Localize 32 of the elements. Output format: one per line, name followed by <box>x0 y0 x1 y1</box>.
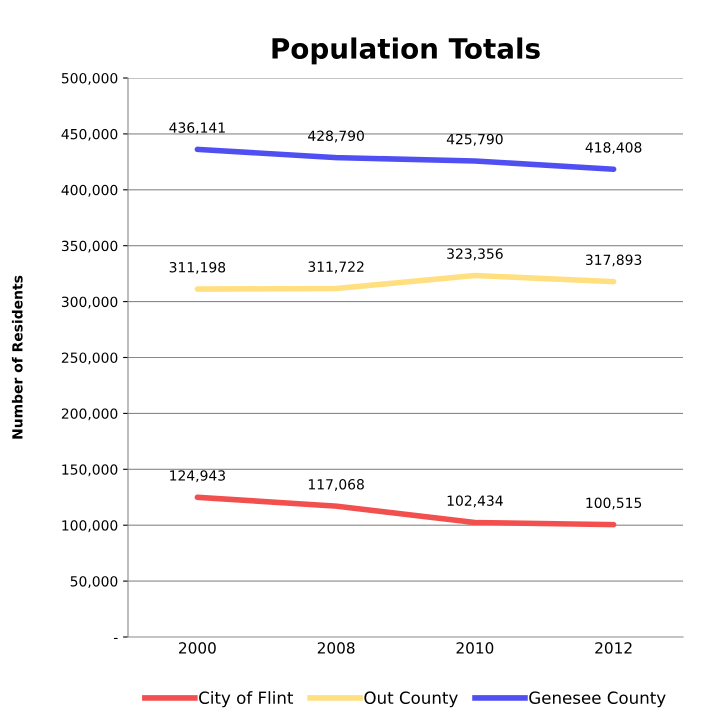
data-label: 100,515 <box>586 498 642 510</box>
x-tick-label: 2000 <box>179 642 216 654</box>
y-axis-title: Number of Residents <box>12 276 23 439</box>
legend-label: City of Flint <box>199 691 294 708</box>
x-tick-label: 2012 <box>595 642 632 654</box>
data-label: 124,943 <box>170 470 225 482</box>
chart-title: Population Totals <box>272 37 540 64</box>
y-tick-label: 50,000 <box>70 576 118 588</box>
data-label: 117,068 <box>308 479 364 491</box>
data-label: 311,722 <box>308 261 364 274</box>
x-tick-label: 2010 <box>456 642 494 654</box>
data-label: 425,790 <box>446 134 503 146</box>
y-tick-label: 350,000 <box>62 240 118 253</box>
y-tick-label: 150,000 <box>62 464 118 476</box>
data-label: 102,434 <box>448 495 503 508</box>
data-label: 311,198 <box>170 262 226 274</box>
y-tick-label: 250,000 <box>62 352 118 364</box>
data-label: 323,356 <box>447 248 503 260</box>
data-label: 428,790 <box>308 130 364 142</box>
legend-label: Out County <box>364 691 458 708</box>
data-label: 436,141 <box>169 122 225 134</box>
y-tick-label: 100,000 <box>62 520 118 532</box>
legend-label: Genesee County <box>529 691 666 708</box>
y-tick-label: 200,000 <box>62 408 118 420</box>
y-tick-label: - <box>114 638 118 640</box>
data-label: 317,893 <box>586 254 642 266</box>
y-tick-label: 400,000 <box>62 184 118 197</box>
y-tick-label: 300,000 <box>62 296 118 308</box>
y-tick-label: 450,000 <box>62 128 118 141</box>
x-tick-label: 2008 <box>318 642 355 654</box>
data-label: 418,408 <box>586 142 642 154</box>
y-tick-label: 500,000 <box>62 72 118 85</box>
